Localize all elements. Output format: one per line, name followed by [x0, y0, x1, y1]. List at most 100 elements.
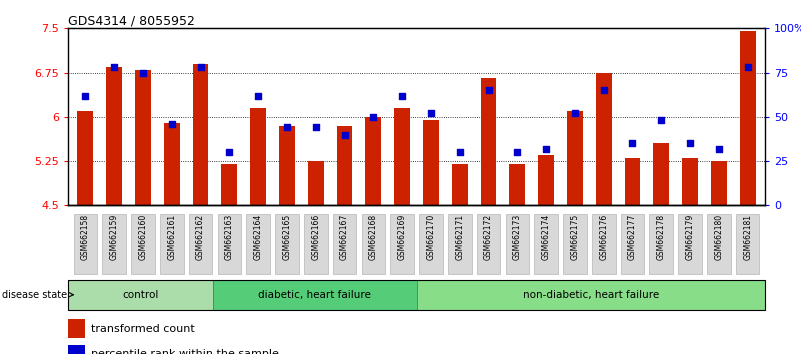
Point [569, 110, 582, 116]
Text: disease state: disease state [2, 290, 74, 300]
Point [309, 125, 322, 130]
Text: GSM662160: GSM662160 [139, 214, 147, 261]
Bar [221, 164, 237, 205]
Point [223, 149, 235, 155]
Bar [596, 73, 612, 205]
Point [626, 141, 639, 146]
Bar [423, 120, 439, 205]
Text: GSM662159: GSM662159 [110, 214, 119, 261]
FancyBboxPatch shape [160, 214, 183, 274]
FancyBboxPatch shape [534, 214, 558, 274]
FancyBboxPatch shape [417, 280, 765, 310]
Bar [68, 345, 85, 354]
Text: GDS4314 / 8055952: GDS4314 / 8055952 [68, 14, 195, 27]
Point [280, 125, 293, 130]
Text: GSM662167: GSM662167 [340, 214, 349, 261]
Bar [250, 108, 266, 205]
Point [136, 70, 149, 75]
FancyBboxPatch shape [736, 214, 759, 274]
Point [684, 141, 697, 146]
Text: non-diabetic, heart failure: non-diabetic, heart failure [522, 290, 659, 300]
FancyBboxPatch shape [678, 214, 702, 274]
Text: GSM662181: GSM662181 [743, 214, 752, 260]
FancyBboxPatch shape [332, 214, 356, 274]
FancyBboxPatch shape [477, 214, 501, 274]
FancyBboxPatch shape [707, 214, 731, 274]
Bar [538, 155, 554, 205]
Text: GSM662177: GSM662177 [628, 214, 637, 261]
Text: GSM662163: GSM662163 [225, 214, 234, 261]
Text: GSM662179: GSM662179 [686, 214, 694, 261]
Bar [481, 79, 497, 205]
Text: GSM662170: GSM662170 [426, 214, 436, 261]
FancyBboxPatch shape [247, 214, 270, 274]
FancyBboxPatch shape [419, 214, 443, 274]
Point [396, 93, 409, 98]
FancyBboxPatch shape [74, 214, 97, 274]
FancyBboxPatch shape [68, 280, 213, 310]
FancyBboxPatch shape [448, 214, 472, 274]
Text: GSM662178: GSM662178 [657, 214, 666, 260]
Bar [308, 161, 324, 205]
Text: GSM662168: GSM662168 [368, 214, 378, 260]
Bar [740, 31, 755, 205]
Point [511, 149, 524, 155]
Text: transformed count: transformed count [91, 324, 195, 334]
Bar [654, 143, 669, 205]
Bar [135, 70, 151, 205]
Bar [711, 161, 727, 205]
Point [194, 64, 207, 70]
Point [165, 121, 178, 127]
Point [367, 114, 380, 120]
Bar [394, 108, 410, 205]
FancyBboxPatch shape [563, 214, 586, 274]
FancyBboxPatch shape [103, 214, 126, 274]
Text: GSM662171: GSM662171 [455, 214, 465, 260]
Text: GSM662166: GSM662166 [312, 214, 320, 261]
Point [108, 64, 121, 70]
Bar [365, 117, 381, 205]
Bar [625, 158, 641, 205]
Point [482, 87, 495, 93]
Point [252, 93, 264, 98]
Point [540, 146, 553, 152]
Text: GSM662172: GSM662172 [484, 214, 493, 260]
Bar [567, 111, 583, 205]
FancyBboxPatch shape [275, 214, 299, 274]
FancyBboxPatch shape [304, 214, 328, 274]
Text: GSM662164: GSM662164 [254, 214, 263, 261]
Text: control: control [123, 290, 159, 300]
Point [453, 149, 466, 155]
FancyBboxPatch shape [650, 214, 673, 274]
FancyBboxPatch shape [592, 214, 615, 274]
FancyBboxPatch shape [218, 214, 241, 274]
FancyBboxPatch shape [390, 214, 414, 274]
Bar [509, 164, 525, 205]
Text: GSM662165: GSM662165 [283, 214, 292, 261]
Bar [682, 158, 698, 205]
FancyBboxPatch shape [213, 280, 417, 310]
FancyBboxPatch shape [505, 214, 529, 274]
Point [338, 132, 351, 137]
Point [79, 93, 92, 98]
Bar [336, 126, 352, 205]
Text: GSM662174: GSM662174 [541, 214, 550, 261]
Point [655, 118, 668, 123]
Text: diabetic, heart failure: diabetic, heart failure [259, 290, 372, 300]
Point [712, 146, 725, 152]
Bar [78, 111, 93, 205]
Bar [192, 64, 208, 205]
Bar [107, 67, 122, 205]
Text: GSM662161: GSM662161 [167, 214, 176, 260]
Bar [452, 164, 468, 205]
Text: GSM662158: GSM662158 [81, 214, 90, 260]
Text: GSM662169: GSM662169 [397, 214, 407, 261]
Bar [164, 123, 179, 205]
FancyBboxPatch shape [621, 214, 644, 274]
Text: percentile rank within the sample: percentile rank within the sample [91, 349, 279, 354]
Text: GSM662180: GSM662180 [714, 214, 723, 260]
Text: GSM662173: GSM662173 [513, 214, 521, 261]
FancyBboxPatch shape [361, 214, 385, 274]
Point [425, 110, 437, 116]
Point [741, 64, 754, 70]
